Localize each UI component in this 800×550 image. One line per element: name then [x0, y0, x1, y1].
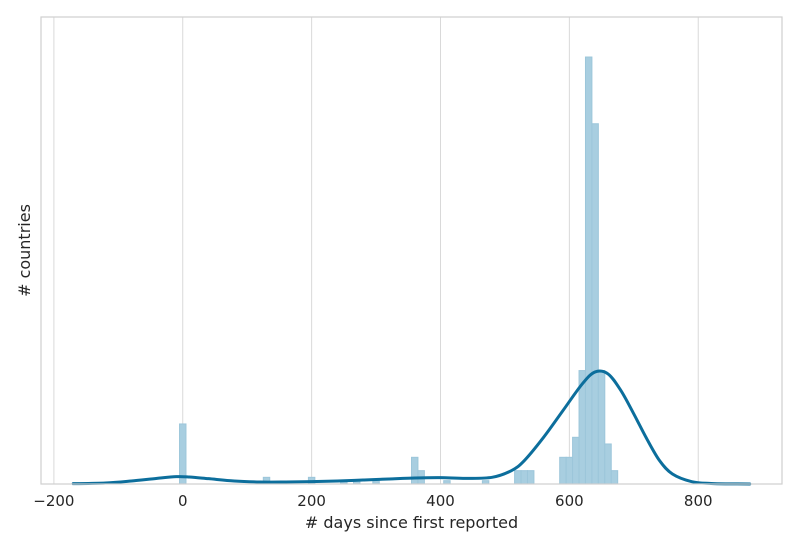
- histogram-bar-0: [179, 423, 187, 485]
- histogram-bar-10: [514, 470, 522, 485]
- kde-curve-group: [71, 369, 752, 486]
- kde-line: [71, 369, 752, 486]
- histogram-bar-13: [559, 456, 567, 485]
- y-axis-label: # countries: [15, 204, 34, 297]
- histogram-bar-11: [520, 470, 528, 485]
- x-axis-label: # days since first reported: [305, 513, 518, 532]
- histogram-bar-20: [604, 443, 612, 485]
- histogram-bar-15: [572, 436, 580, 485]
- x-tick-label-2: 200: [297, 492, 326, 510]
- x-tick-label-1: 0: [178, 492, 188, 510]
- x-tick-labels: −200 0 200 400 600 800: [33, 492, 712, 510]
- histogram-bar-14: [565, 456, 574, 485]
- histogram-bar-18: [591, 123, 599, 485]
- plot-frame: [40, 16, 783, 485]
- x-tick-label-5: 800: [684, 492, 713, 510]
- x-tick-label-4: 600: [555, 492, 584, 510]
- histogram-bar-19: [597, 370, 606, 485]
- x-tick-label-0: −200: [33, 492, 74, 510]
- histogram-bars: [179, 56, 619, 485]
- x-tick-label-3: 400: [426, 492, 455, 510]
- histogram-bar-21: [610, 470, 619, 485]
- grid-lines: [53, 17, 699, 484]
- histogram-bar-17: [584, 56, 593, 485]
- histogram-bar-12: [526, 470, 535, 485]
- histogram-bar-6: [411, 456, 419, 485]
